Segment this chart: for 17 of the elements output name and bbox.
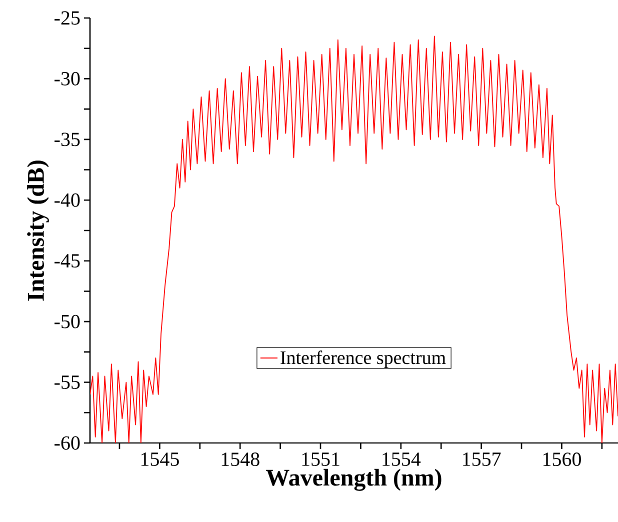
legend-label: Interference spectrum: [280, 350, 446, 368]
y-tick-label: -50: [54, 314, 80, 328]
x-tick-label: 1560: [543, 452, 581, 466]
y-tick-label: -45: [54, 254, 80, 268]
y-tick-label: -60: [54, 436, 80, 450]
y-tick-label: -55: [54, 376, 80, 389]
x-tick-label: 1548: [222, 452, 260, 466]
y-tick-label: -40: [54, 193, 80, 207]
x-tick-label: 1545: [141, 452, 179, 466]
x-axis-title: Wavelength (nm): [266, 468, 442, 491]
y-tick-label: -25: [54, 11, 80, 25]
x-tick-label: 1551: [302, 452, 340, 466]
x-tick-label: 1557: [463, 452, 501, 466]
y-tick-label: -30: [54, 72, 80, 86]
y-axis-title: Intensity (dB): [27, 160, 49, 301]
x-tick-label: 1554: [382, 452, 421, 466]
y-tick-label: -35: [54, 132, 80, 146]
